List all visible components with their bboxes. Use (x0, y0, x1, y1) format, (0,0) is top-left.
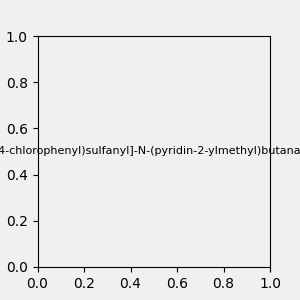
Text: 4-[(4-chlorophenyl)sulfanyl]-N-(pyridin-2-ylmethyl)butanamide: 4-[(4-chlorophenyl)sulfanyl]-N-(pyridin-… (0, 146, 300, 157)
